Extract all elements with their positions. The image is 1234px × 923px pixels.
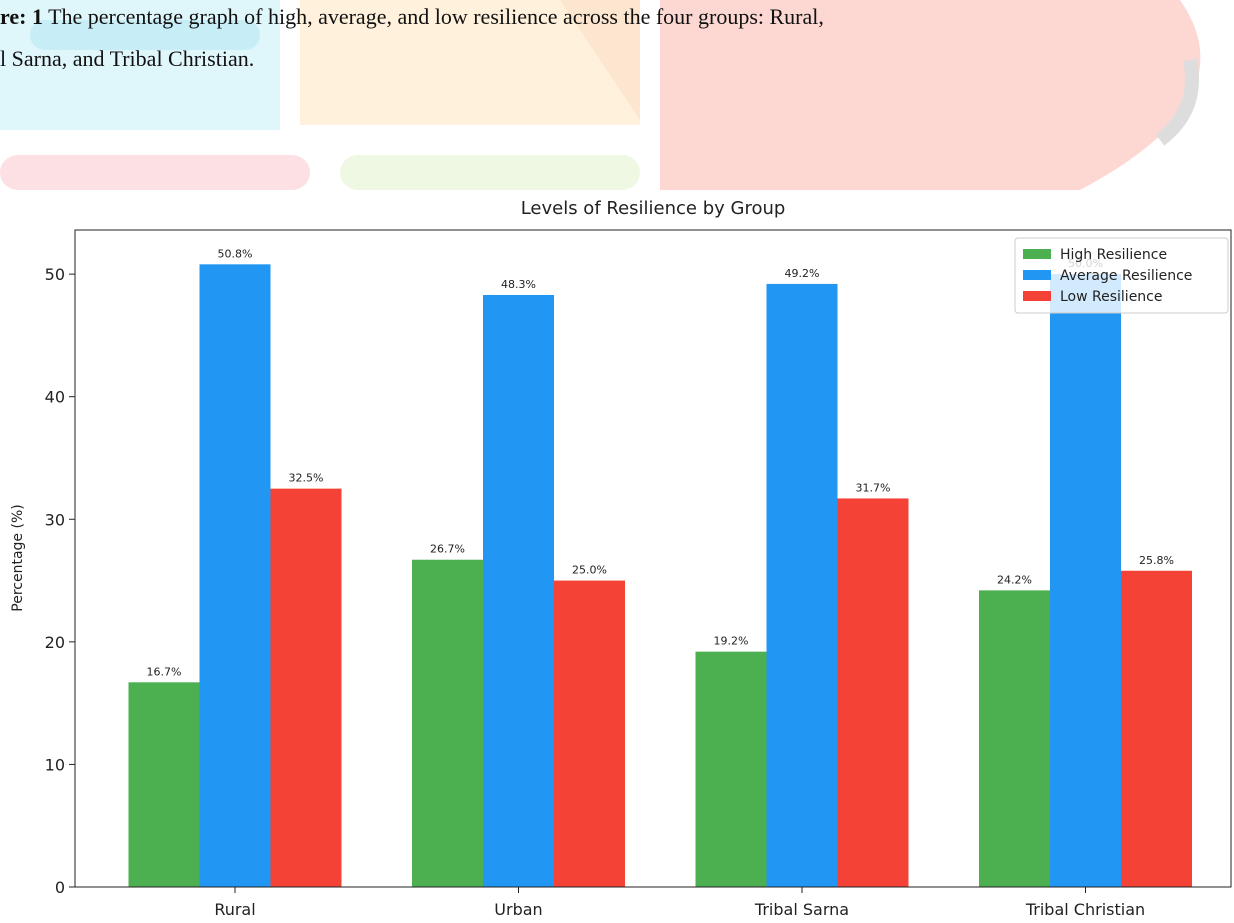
bar xyxy=(554,581,625,887)
y-tick-label: 10 xyxy=(45,755,65,774)
legend-swatch xyxy=(1023,249,1051,259)
value-label: 48.3% xyxy=(501,278,536,291)
bar xyxy=(767,284,838,887)
y-tick-label: 20 xyxy=(45,633,65,652)
legend-swatch xyxy=(1023,291,1051,301)
chart-title: Levels of Resilience by Group xyxy=(521,198,786,219)
y-tick-label: 40 xyxy=(45,388,65,407)
x-tick-label: Tribal Sarna xyxy=(754,900,849,919)
y-axis-label: Percentage (%) xyxy=(10,504,26,611)
bar xyxy=(271,489,342,887)
y-tick-label: 50 xyxy=(45,265,65,284)
bar xyxy=(200,264,271,887)
page: re: 1 The percentage graph of high, aver… xyxy=(0,0,1234,923)
value-label: 31.7% xyxy=(856,481,891,494)
chart: Levels of Resilience by Group Percentage… xyxy=(0,0,1234,923)
bar xyxy=(838,498,909,887)
bar xyxy=(129,682,200,887)
value-label: 24.2% xyxy=(997,573,1032,586)
bar xyxy=(979,590,1050,887)
value-label: 25.8% xyxy=(1139,554,1174,567)
legend-label: High Resilience xyxy=(1060,247,1167,263)
value-label: 32.5% xyxy=(289,472,324,485)
x-tick-label: Urban xyxy=(494,900,542,919)
x-tick-label: Tribal Christian xyxy=(1025,900,1145,919)
value-label: 19.2% xyxy=(714,635,749,648)
value-label: 49.2% xyxy=(785,267,820,280)
legend-label: Average Resilience xyxy=(1060,268,1192,284)
value-label: 26.7% xyxy=(430,543,465,556)
bar xyxy=(1121,571,1192,887)
y-tick-label: 0 xyxy=(55,878,65,897)
value-label: 25.0% xyxy=(572,564,607,577)
bar xyxy=(412,560,483,887)
legend-label: Low Resilience xyxy=(1060,289,1163,305)
value-label: 16.7% xyxy=(147,665,182,678)
value-label: 50.8% xyxy=(218,247,253,260)
bar xyxy=(1050,274,1121,887)
legend-swatch xyxy=(1023,270,1051,280)
bar xyxy=(696,652,767,887)
x-tick-label: Rural xyxy=(214,900,255,919)
bar xyxy=(483,295,554,887)
y-tick-label: 30 xyxy=(45,510,65,529)
